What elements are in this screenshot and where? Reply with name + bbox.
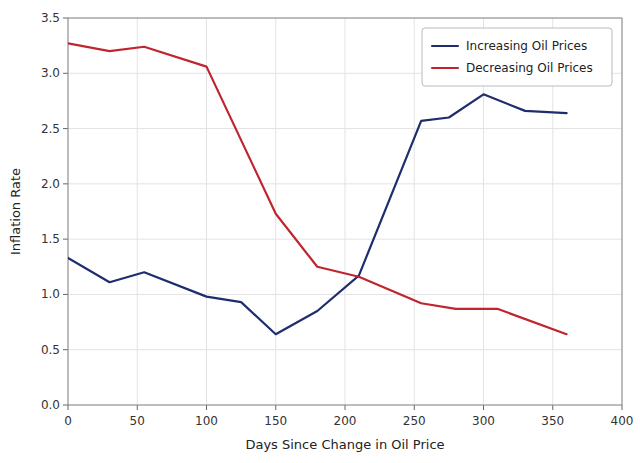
y-tick-label: 0.0 [41, 398, 60, 412]
y-tick [63, 349, 68, 350]
y-tick [63, 405, 68, 406]
x-tick [483, 405, 484, 410]
x-tick-label: 50 [130, 414, 145, 428]
x-axis-label: Days Since Change in Oil Price [245, 437, 444, 452]
y-tick [63, 239, 68, 240]
x-tick [275, 405, 276, 410]
y-tick-label: 2.0 [41, 177, 60, 191]
x-tick [206, 405, 207, 410]
series-lines [68, 43, 567, 334]
y-tick-label: 2.5 [41, 122, 60, 136]
y-axis-label: Inflation Rate [8, 168, 23, 255]
x-grid-line [414, 18, 415, 405]
x-grid-line [206, 18, 207, 405]
grid [68, 18, 622, 405]
legend-label: Decreasing Oil Prices [466, 61, 593, 75]
x-tick-label: 300 [472, 414, 495, 428]
x-tick-label: 200 [334, 414, 357, 428]
x-tick-label: 350 [541, 414, 564, 428]
x-tick [68, 405, 69, 410]
x-tick-label: 400 [611, 414, 634, 428]
legend-swatch [432, 45, 458, 47]
chart: 0.0 0.5 1.0 1.5 2.0 2.5 3.0 3.5 0 50 100 150 200 250 3… [0, 0, 640, 463]
x-grid-line [345, 18, 346, 405]
y-tick-label: 3.0 [41, 66, 60, 80]
y-tick-label: 1.0 [41, 287, 60, 301]
y-tick [63, 128, 68, 129]
series-line [68, 94, 567, 334]
x-tick-label: 250 [403, 414, 426, 428]
y-tick-label: 0.5 [41, 343, 60, 357]
x-tick-label: 0 [64, 414, 72, 428]
x-tick [622, 405, 623, 410]
x-tick [414, 405, 415, 410]
x-tick-label: 150 [264, 414, 287, 428]
x-grid-line [137, 18, 138, 405]
legend-label: Increasing Oil Prices [466, 39, 587, 53]
y-tick-label: 3.5 [41, 11, 60, 25]
x-tick [137, 405, 138, 410]
y-tick [63, 18, 68, 19]
y-tick-label: 1.5 [41, 232, 60, 246]
x-tick [552, 405, 553, 410]
y-tick [63, 73, 68, 74]
axes: 0.0 0.5 1.0 1.5 2.0 2.5 3.0 3.5 0 50 100 150 200 250 3… [41, 11, 634, 428]
x-tick-label: 100 [195, 414, 218, 428]
y-tick [63, 183, 68, 184]
background [0, 0, 640, 463]
series-line [68, 43, 567, 334]
x-tick [345, 405, 346, 410]
legend-swatch [432, 67, 458, 69]
legend: Increasing Oil Prices Decreasing Oil Pric… [422, 28, 612, 86]
plot-frame [68, 18, 622, 405]
y-tick [63, 294, 68, 295]
legend-box [422, 28, 612, 86]
